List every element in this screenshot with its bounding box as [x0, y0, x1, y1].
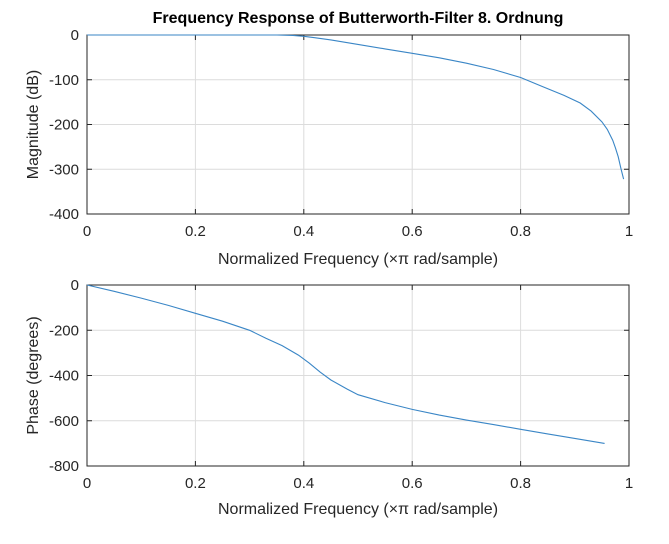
phase-xtick-label: 0 [83, 475, 91, 492]
phase-ytick-label: -600 [49, 413, 79, 430]
chart-title: Frequency Response of Butterworth-Filter… [153, 10, 564, 27]
phase-ytick-label: -800 [49, 458, 79, 475]
phase-xtick-label: 0.6 [402, 475, 423, 492]
phase-xtick-label: 0.4 [293, 475, 314, 492]
phase-xtick-label: 1 [625, 475, 633, 492]
magnitude-plot: 0 0.2 0.4 0.6 0.8 1 0 -100 -200 -300 -400 Normalize… [25, 27, 633, 268]
magnitude-xlabel: Normalized Frequency (×π rad/sample) [218, 251, 498, 268]
magnitude-ylabel: Magnitude (dB) [25, 70, 42, 179]
magnitude-xtick-label: 1 [625, 223, 633, 240]
magnitude-ytick-label: -100 [49, 72, 79, 89]
phase-ytick-label: 0 [71, 277, 79, 294]
magnitude-series-line [87, 34, 625, 180]
phase-xtick-label: 0.2 [185, 475, 206, 492]
magnitude-ytick-label: -200 [49, 117, 79, 134]
phase-xlabel: Normalized Frequency (×π rad/sample) [218, 501, 498, 518]
magnitude-ytick-label: 0 [71, 27, 79, 44]
phase-ytick-label: -200 [49, 322, 79, 339]
phase-ylabel: Phase (degrees) [25, 316, 42, 434]
phase-ytick-label: -400 [49, 368, 79, 385]
magnitude-xtick-label: 0.6 [402, 223, 423, 240]
phase-xtick-label: 0.8 [510, 475, 531, 492]
magnitude-xtick-label: 0.4 [293, 223, 314, 240]
phase-series-line [86, 284, 605, 444]
magnitude-xtick-label: 0 [83, 223, 91, 240]
magnitude-ytick-label: -300 [49, 161, 79, 178]
magnitude-xtick-label: 0.2 [185, 223, 206, 240]
magnitude-xtick-label: 0.8 [510, 223, 531, 240]
magnitude-ytick-label: -400 [49, 206, 79, 223]
phase-plot: 0 0.2 0.4 0.6 0.8 1 0 -200 -400 -600 -800 Normalize… [25, 277, 633, 518]
